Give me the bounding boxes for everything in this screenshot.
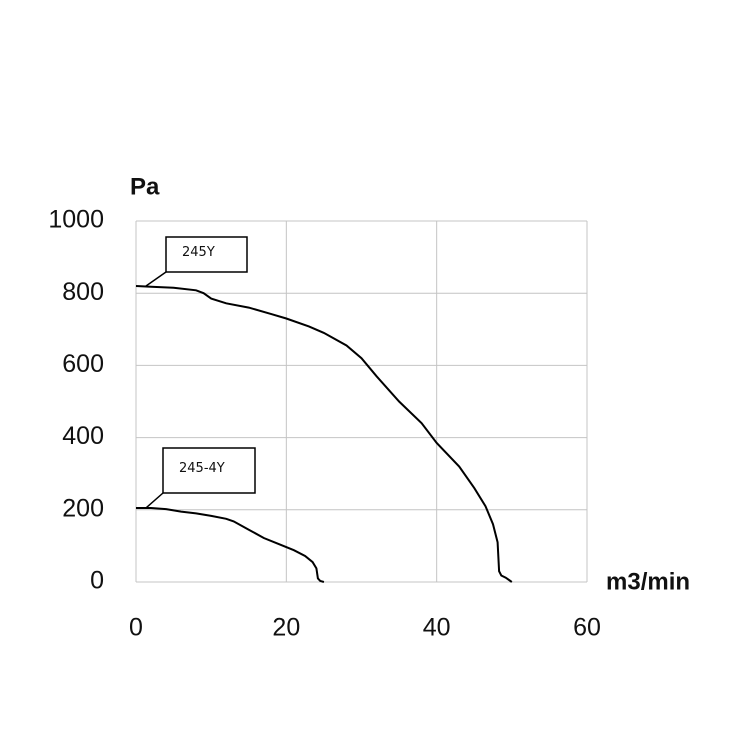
y-tick-label: 400: [62, 422, 104, 450]
x-tick-label: 60: [573, 614, 601, 642]
callout-leader: [145, 492, 164, 509]
callout-box: [165, 236, 248, 273]
series-line: [135, 285, 513, 583]
x-tick-label: 20: [272, 614, 300, 642]
y-axis-title: Pa: [130, 173, 160, 200]
callout-leader: [145, 271, 167, 287]
y-tick-label: 200: [62, 494, 104, 522]
x-tick-label: 40: [423, 614, 451, 642]
y-tick-label: 1000: [48, 206, 104, 234]
x-axis-title: m3/min: [606, 568, 690, 595]
x-tick-label: 0: [129, 614, 143, 642]
y-tick-label: 800: [62, 278, 104, 306]
series-line: [136, 507, 325, 583]
callout-label: 245Y: [182, 245, 215, 260]
callout-label: 245-4Y: [179, 461, 225, 476]
callout-box: [162, 447, 256, 494]
y-tick-label: 0: [90, 567, 104, 595]
y-tick-label: 600: [62, 350, 104, 378]
